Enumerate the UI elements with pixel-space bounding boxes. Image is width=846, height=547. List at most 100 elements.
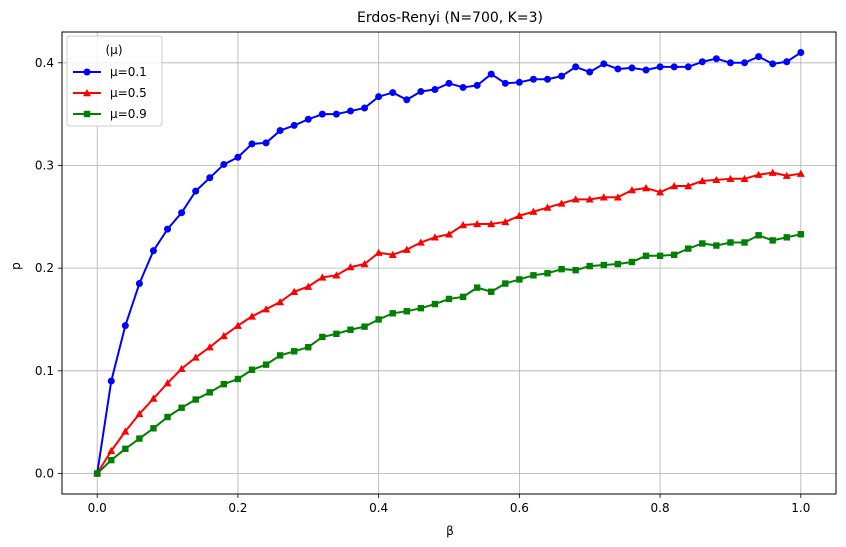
- legend-item: μ=0.1: [73, 65, 147, 79]
- data-point: [374, 248, 383, 256]
- data-point: [670, 63, 678, 71]
- data-point: [164, 413, 171, 421]
- data-point: [248, 140, 256, 148]
- data-point: [234, 153, 242, 161]
- data-point: [487, 219, 496, 228]
- data-point: [220, 160, 228, 168]
- data-point: [769, 237, 776, 244]
- data-point: [670, 182, 679, 190]
- data-point: [360, 260, 369, 268]
- grid-lines: [62, 32, 836, 494]
- data-point: [572, 63, 580, 71]
- data-point: [741, 239, 748, 246]
- x-tick-label: 0.8: [651, 501, 670, 515]
- data-point: [276, 352, 284, 359]
- data-point: [150, 425, 157, 432]
- data-point: [122, 445, 129, 453]
- data-point: [796, 169, 805, 177]
- data-point: [319, 333, 326, 341]
- data-point: [206, 389, 213, 396]
- legend-label: μ=0.1: [110, 65, 147, 79]
- data-point: [530, 272, 537, 279]
- series-3: [93, 231, 805, 477]
- legend-item: μ=0.9: [73, 107, 147, 121]
- data-point: [473, 219, 482, 228]
- data-point: [600, 261, 607, 269]
- data-point: [572, 266, 579, 274]
- data-point: [726, 174, 735, 183]
- x-tick-label: 1.0: [791, 501, 810, 515]
- data-point: [473, 81, 481, 89]
- y-tick-label: 0.0: [35, 466, 54, 480]
- data-point: [177, 364, 186, 372]
- data-point: [318, 110, 326, 118]
- data-point: [684, 63, 692, 71]
- data-point: [445, 79, 453, 87]
- data-point: [783, 234, 790, 241]
- legend: (μ) μ=0.1 μ=0.5 μ=0.9: [66, 35, 163, 127]
- data-point: [797, 49, 805, 57]
- data-point: [346, 107, 354, 115]
- data-point: [375, 316, 382, 323]
- y-tick-label: 0.4: [35, 56, 54, 70]
- data-point: [599, 193, 608, 201]
- data-point: [247, 312, 256, 320]
- series-2: [93, 168, 805, 477]
- data-point: [501, 217, 510, 226]
- data-point: [459, 293, 467, 301]
- data-point: [290, 121, 298, 129]
- data-point: [614, 260, 622, 268]
- data-point: [347, 326, 354, 333]
- data-point: [557, 199, 566, 207]
- data-point: [656, 63, 664, 71]
- data-point: [459, 83, 467, 91]
- plot-area: [61, 31, 837, 495]
- data-point: [107, 377, 115, 385]
- data-point: [291, 348, 298, 355]
- data-point: [459, 221, 468, 229]
- data-point: [163, 379, 172, 387]
- data-point: [149, 394, 158, 402]
- data-point: [614, 65, 622, 73]
- data-point: [121, 427, 130, 435]
- data-point: [558, 265, 565, 273]
- data-point: [783, 58, 791, 66]
- data-point: [768, 168, 777, 176]
- data-point: [642, 252, 650, 260]
- x-tick-label: 0.2: [228, 501, 247, 515]
- data-point: [403, 308, 410, 315]
- data-point: [558, 72, 566, 80]
- data-point: [375, 93, 383, 101]
- data-point: [346, 263, 355, 271]
- legend-marker: [83, 68, 91, 76]
- data-point: [416, 238, 425, 246]
- data-point: [656, 252, 664, 260]
- data-point: [698, 58, 706, 66]
- data-point: [642, 66, 650, 74]
- data-point: [755, 53, 763, 61]
- data-point: [135, 280, 143, 288]
- data-point: [403, 96, 411, 104]
- data-point: [755, 232, 762, 239]
- data-point: [276, 127, 284, 135]
- data-point: [431, 300, 439, 308]
- x-tick-label: 0.0: [88, 501, 107, 515]
- data-point: [769, 60, 777, 68]
- data-point: [135, 409, 144, 418]
- data-point: [754, 170, 763, 178]
- data-point: [656, 188, 665, 196]
- data-point: [488, 288, 495, 295]
- y-axis-label: p: [9, 262, 23, 270]
- data-point: [501, 79, 509, 87]
- data-point: [628, 258, 636, 266]
- data-point: [192, 396, 199, 403]
- data-point: [178, 404, 185, 411]
- data-point: [529, 207, 538, 215]
- data-point: [727, 239, 734, 246]
- data-point: [389, 89, 397, 97]
- x-axis-label: β: [446, 524, 454, 538]
- data-point: [600, 60, 608, 68]
- data-point: [740, 174, 749, 183]
- data-point: [473, 284, 481, 291]
